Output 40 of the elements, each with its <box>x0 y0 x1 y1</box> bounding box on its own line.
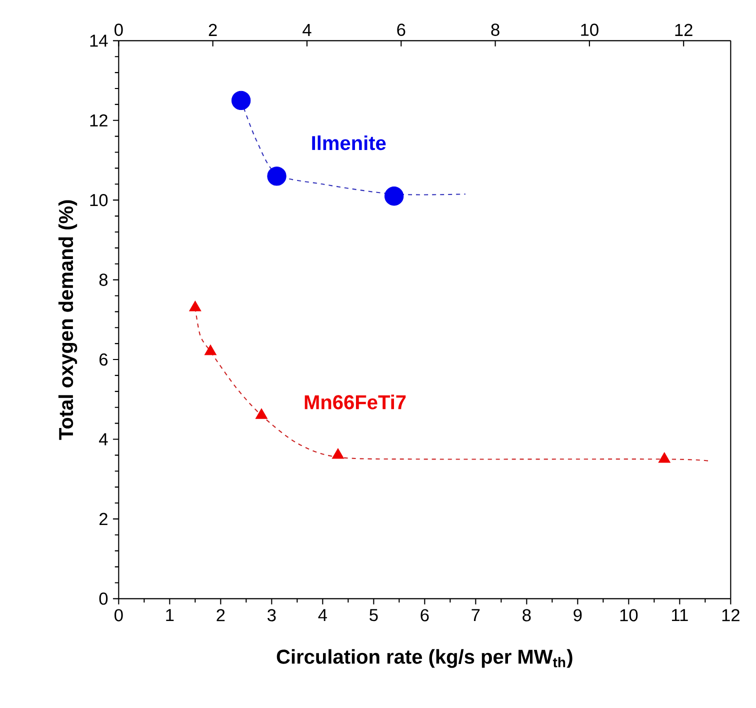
point <box>204 344 217 356</box>
y-tick-label: 12 <box>90 114 108 126</box>
x2-tick-label: 8 <box>491 24 500 36</box>
y-tick-label: 14 <box>90 34 108 47</box>
x-tick-label: 3 <box>268 609 276 622</box>
x-tick-label: 11 <box>672 609 688 621</box>
x-tick-label: 2 <box>216 609 225 622</box>
x-axis-title: Circulation rate (kg/s per MW$_{th}$) <box>276 649 572 668</box>
point <box>332 448 344 459</box>
x-tick-label: 8 <box>522 609 531 622</box>
x2-tick-label: 0 <box>114 24 123 36</box>
point <box>231 90 251 110</box>
y-tick-label: 10 <box>90 194 108 206</box>
x-tick-label: 0 <box>114 609 123 622</box>
x2-tick-label: 4 <box>302 24 312 36</box>
y-tick-label: 4 <box>99 433 108 446</box>
x-tick-label: 9 <box>574 609 582 622</box>
x-tick-label: 5 <box>370 609 378 622</box>
x-tick-label: 1 <box>166 609 174 621</box>
x2-tick-label: 12 <box>675 24 692 36</box>
x2-tick-label: 6 <box>397 24 406 36</box>
point <box>658 452 670 463</box>
y-tick-label: 0 <box>99 592 108 605</box>
x-tick-label: 7 <box>472 609 480 621</box>
point <box>189 300 202 312</box>
series-label: Ilmenite <box>312 135 386 150</box>
x-tick-label: 4 <box>318 609 327 621</box>
x2-tick-label: 10 <box>581 24 598 36</box>
y-tick-label: 2 <box>100 512 108 526</box>
x-tick-label: 12 <box>722 609 740 622</box>
series-label: Mn66FeTi7 <box>304 394 406 410</box>
point <box>255 408 268 419</box>
x-tick-label: 10 <box>620 609 638 622</box>
x-tick-label: 6 <box>420 609 429 622</box>
y-tick-label: 6 <box>100 353 108 366</box>
point <box>384 186 404 206</box>
y-axis-title: Total oxygen demand (%) <box>58 200 78 440</box>
x2-tick-label: 2 <box>208 24 217 36</box>
point <box>267 166 286 186</box>
y-tick-label: 8 <box>99 274 108 286</box>
